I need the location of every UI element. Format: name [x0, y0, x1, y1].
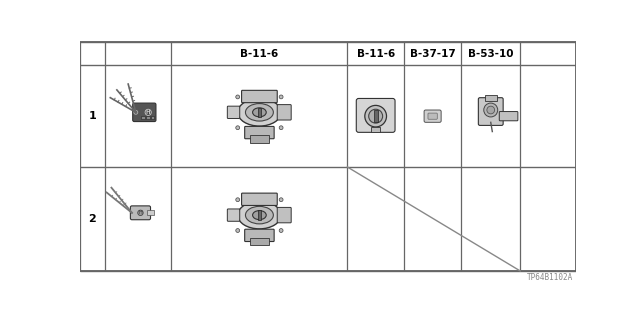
FancyBboxPatch shape [244, 229, 274, 242]
FancyBboxPatch shape [478, 98, 503, 125]
Bar [150, 116, 154, 119]
Text: B-11-6: B-11-6 [356, 49, 395, 59]
Ellipse shape [236, 198, 239, 202]
FancyBboxPatch shape [241, 193, 277, 205]
Text: B-37-17: B-37-17 [410, 49, 456, 59]
Text: H: H [146, 110, 150, 115]
FancyBboxPatch shape [227, 106, 240, 118]
Ellipse shape [237, 99, 281, 126]
Ellipse shape [236, 228, 239, 232]
FancyBboxPatch shape [428, 113, 437, 119]
FancyBboxPatch shape [241, 90, 277, 103]
Bar [258, 108, 261, 117]
Ellipse shape [279, 228, 283, 232]
FancyBboxPatch shape [424, 110, 441, 122]
Ellipse shape [279, 198, 283, 202]
Text: 2: 2 [88, 214, 96, 224]
FancyBboxPatch shape [277, 105, 291, 120]
Ellipse shape [369, 109, 383, 123]
Bar [147, 211, 154, 215]
FancyBboxPatch shape [277, 207, 291, 223]
Text: H: H [139, 210, 142, 215]
Bar [258, 211, 261, 220]
Ellipse shape [138, 210, 143, 215]
Bar [141, 116, 145, 119]
Bar [374, 110, 378, 122]
Bar [484, 95, 497, 101]
Bar [146, 116, 150, 119]
Ellipse shape [279, 95, 283, 99]
Ellipse shape [145, 109, 151, 116]
FancyBboxPatch shape [499, 112, 518, 121]
Ellipse shape [487, 106, 495, 114]
FancyBboxPatch shape [131, 206, 150, 220]
FancyBboxPatch shape [244, 126, 274, 139]
Ellipse shape [236, 95, 239, 99]
Ellipse shape [279, 126, 283, 130]
Text: B-53-10: B-53-10 [468, 49, 513, 59]
Bar [250, 238, 269, 245]
Ellipse shape [253, 211, 266, 220]
FancyBboxPatch shape [227, 209, 240, 221]
Text: 1: 1 [88, 111, 96, 121]
FancyBboxPatch shape [356, 99, 395, 132]
Bar [250, 135, 269, 143]
Bar [371, 127, 380, 132]
Text: TP64B1102A: TP64B1102A [527, 273, 573, 282]
Ellipse shape [484, 103, 498, 117]
Text: B-11-6: B-11-6 [240, 49, 278, 59]
Ellipse shape [246, 104, 273, 121]
Ellipse shape [253, 108, 266, 117]
Ellipse shape [365, 105, 387, 127]
Ellipse shape [237, 201, 281, 229]
FancyBboxPatch shape [132, 103, 156, 122]
Ellipse shape [236, 126, 239, 130]
Ellipse shape [246, 206, 273, 224]
